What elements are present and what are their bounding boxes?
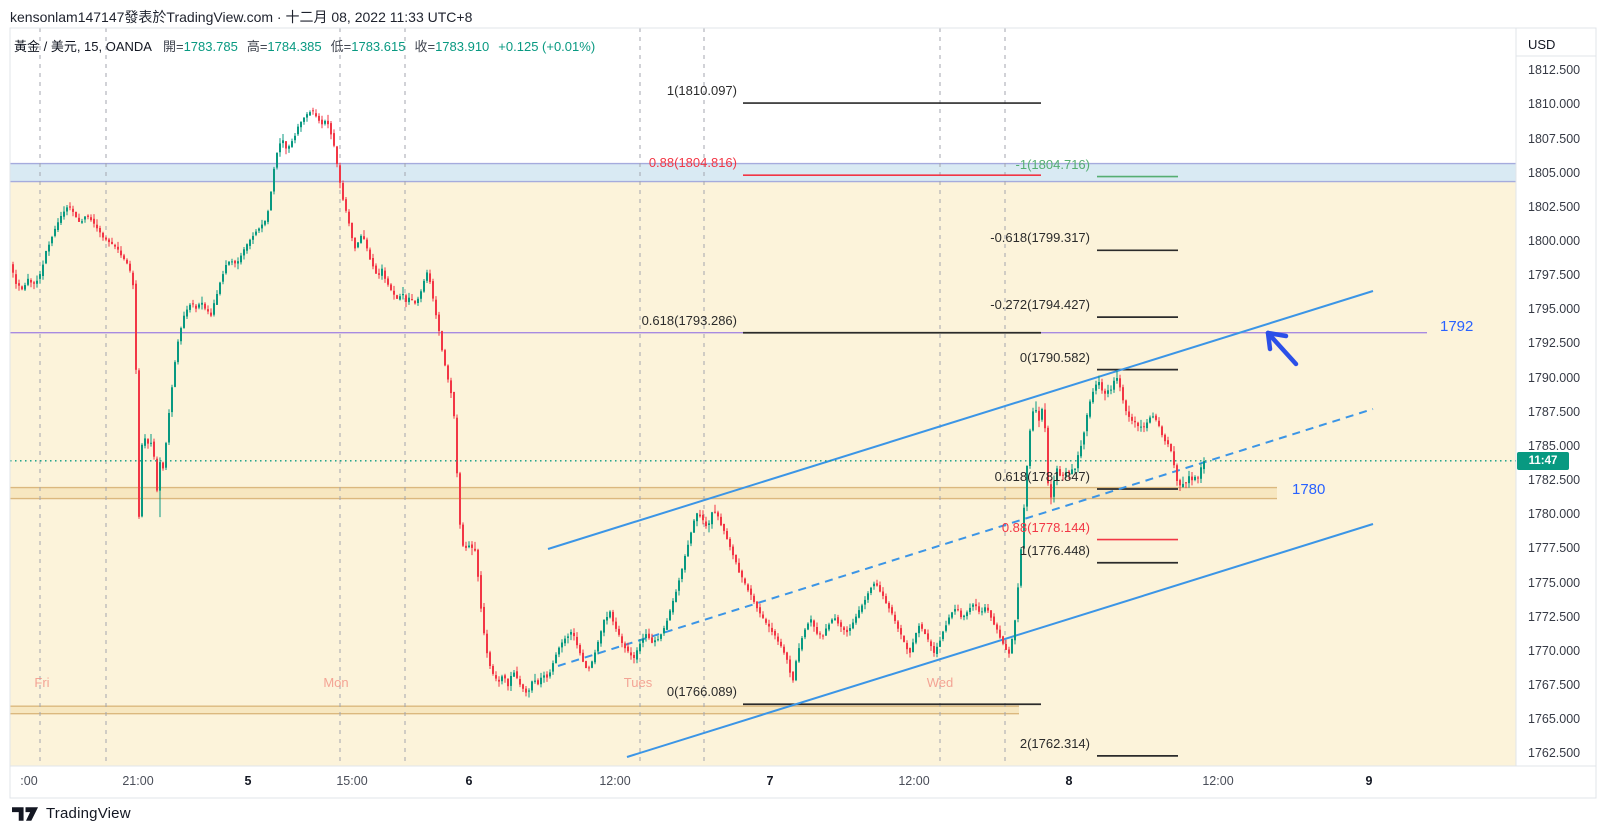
time-tick-label: 15:00 <box>336 774 368 788</box>
time-tick-label: 12:00 <box>898 774 930 788</box>
weekday-label: Wed <box>926 675 954 690</box>
price-tick-label: 1770.000 <box>1528 643 1581 658</box>
fib-extension-secondary-label: 0(1790.582) <box>1019 349 1090 365</box>
legend-low: 低=1783.615 <box>330 39 406 54</box>
time-tick-label: 7 <box>766 774 774 788</box>
price-tick-label: 1800.000 <box>1528 233 1581 248</box>
price-tick-label: 1810.000 <box>1528 97 1581 112</box>
fib-extension-secondary-label: -0.272(1794.427) <box>990 297 1090 313</box>
price-tick-label: 1795.000 <box>1528 302 1581 317</box>
price-tick-label: 1767.500 <box>1528 678 1581 692</box>
price-tick-label: 1790.000 <box>1528 370 1581 385</box>
price-tick-label: 1765.000 <box>1528 712 1581 727</box>
fib-extension-secondary-label: -0.618(1799.317) <box>990 230 1090 246</box>
time-tick-label: 8 <box>1065 774 1073 788</box>
price-tick-label: 1780.000 <box>1528 507 1581 522</box>
price-tick-label: 1785.000 <box>1528 438 1581 453</box>
price-tick-label: 1805.000 <box>1528 165 1581 180</box>
fib-extension-secondary-label: -1(1804.716) <box>1015 156 1090 172</box>
author-published-text: 發表於TradingView.com · 十二月 08, 2022 11:33 … <box>124 9 473 25</box>
support-zone-1765 <box>10 706 1019 714</box>
fib-retracement-main-label: 0.88(1804.816) <box>648 155 737 171</box>
time-tick-label: 21:00 <box>122 774 154 788</box>
bar-countdown-badge: 11:47 <box>1517 452 1569 470</box>
price-tick-label: 1792.500 <box>1528 336 1581 351</box>
tradingview-logo-icon <box>12 806 39 821</box>
price-note-1780: 1780 <box>1292 481 1326 498</box>
price-scale-currency: USD <box>1528 37 1556 52</box>
fib-extension-secondary-label: 1(1776.448) <box>1019 542 1090 558</box>
author-line: kensonlam147147發表於TradingView.com · 十二月 … <box>10 7 472 27</box>
legend-open: 開=1783.785 <box>162 39 238 54</box>
weekday-label: Tues <box>623 675 653 690</box>
weekday-label: Fri <box>34 675 50 690</box>
time-tick-label: 12:00 <box>1202 774 1234 788</box>
price-tick-label: 1812.500 <box>1528 63 1581 78</box>
price-tick-label: 1807.500 <box>1528 131 1581 146</box>
channel-solid-line <box>547 290 1374 550</box>
chart-frame <box>9 27 1597 799</box>
price-tick-label: 1775.000 <box>1528 575 1581 590</box>
price-note-1792: 1792 <box>1440 318 1474 335</box>
fib-extension-secondary-label: 0.88(1778.144) <box>1001 519 1090 535</box>
legend-change: +0.125 (+0.01%) <box>498 39 596 54</box>
time-tick-label: 9 <box>1365 774 1373 788</box>
price-tick-label: 1802.500 <box>1528 199 1581 214</box>
price-tick-label: 1782.500 <box>1528 473 1581 488</box>
fib-retracement-main-label: 1(1810.097) <box>666 83 737 99</box>
resistance-zone-1805 <box>10 163 1516 182</box>
time-tick-label: 5 <box>244 774 252 788</box>
tradingview-logo[interactable]: TradingView <box>12 805 131 822</box>
tradingview-logo-text: TradingView <box>46 805 131 822</box>
fib-retracement-main-label: 0(1766.089) <box>666 684 737 700</box>
arrow-annotation <box>1265 330 1299 367</box>
chart-background <box>10 181 1516 766</box>
fib-extension-secondary-label: 0.618(1781.847) <box>994 468 1090 484</box>
time-tick-label: :00 <box>20 774 38 788</box>
arrow-annotation-head <box>1265 330 1289 339</box>
legend-close: 收=1783.910 <box>414 39 490 54</box>
support-zone-1781 <box>10 487 1277 499</box>
price-tick-label: 1777.500 <box>1528 541 1581 556</box>
channel-solid-line <box>626 523 1374 758</box>
price-tick-label: 1772.500 <box>1528 609 1581 624</box>
price-tick-label: 1762.500 <box>1528 746 1581 761</box>
channel-dashed-line <box>557 408 1374 667</box>
price-tick-label: 1787.500 <box>1528 404 1581 419</box>
arrow-annotation-head <box>1265 330 1273 352</box>
time-tick-label: 6 <box>465 774 473 788</box>
weekday-label: Mon <box>323 675 349 690</box>
candlestick-layer <box>12 107 1205 698</box>
chart-legend: 黃金 / 美元, 15, OANDA 開=1783.785 高=1784.385… <box>14 36 595 55</box>
fib-extension-secondary-label: 2(1762.314) <box>1019 735 1090 751</box>
legend-high: 高=1784.385 <box>246 39 322 54</box>
symbol-title[interactable]: 黃金 / 美元, 15, OANDA <box>14 39 152 54</box>
price-tick-label: 1797.500 <box>1528 268 1581 283</box>
time-tick-label: 12:00 <box>599 774 631 788</box>
author-username[interactable]: kensonlam147147 <box>10 9 125 25</box>
fib-retracement-main-label: 0.618(1793.286) <box>641 312 737 328</box>
